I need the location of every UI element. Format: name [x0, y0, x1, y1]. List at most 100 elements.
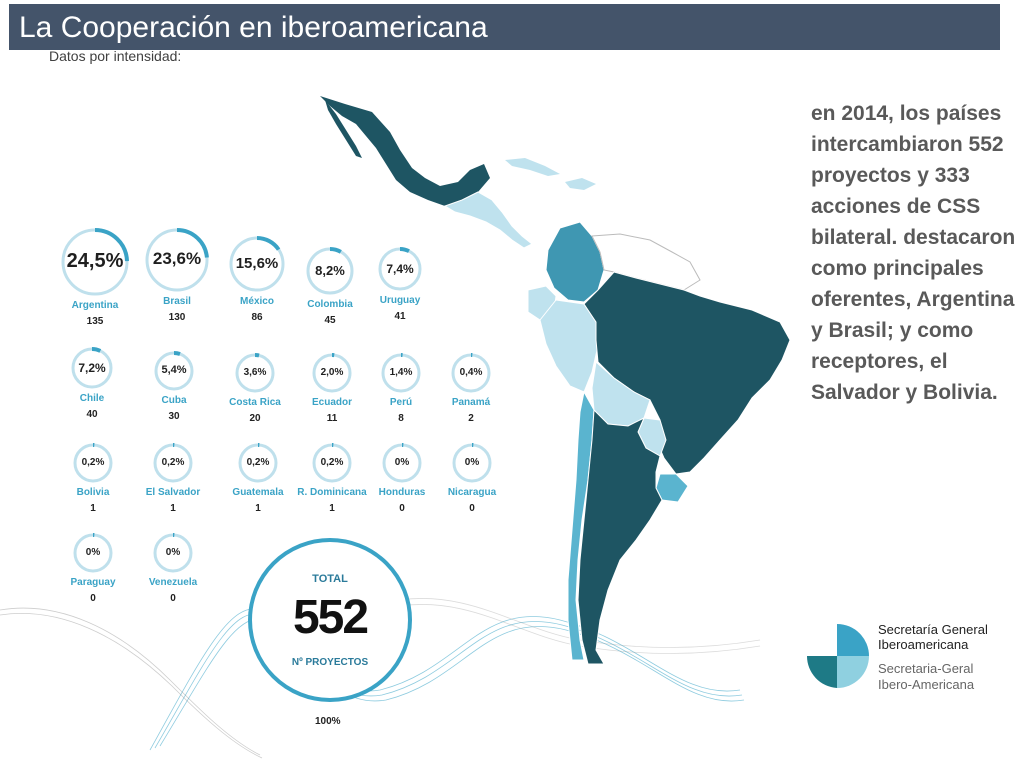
stat-ring — [381, 353, 421, 393]
ring-fill — [235, 353, 275, 393]
page-subtitle: Datos por intensidad: — [49, 48, 182, 64]
stat-percentage: 2,0% — [320, 366, 344, 378]
stat-count: 41 — [394, 311, 406, 322]
stat-ring — [235, 353, 275, 393]
ring-fill — [73, 443, 113, 483]
stat-percentage: 5,4% — [161, 364, 187, 377]
page-title: La Cooperación en iberoamericana — [19, 11, 488, 44]
stat-percentage: 0% — [394, 456, 410, 468]
ring-fill — [381, 353, 421, 393]
stat-count: 0 — [469, 503, 475, 514]
stat-ring — [154, 351, 194, 391]
ring-fill — [306, 247, 354, 295]
stat-count: 1 — [255, 503, 261, 514]
stat-ring — [145, 228, 209, 292]
ring-fill — [153, 533, 193, 573]
stat-percentage: 8,2% — [315, 262, 345, 278]
stat-ring — [378, 247, 422, 291]
stat-count: 0 — [399, 503, 405, 514]
stat-ring — [312, 353, 352, 393]
stat-percentage: 0,2% — [246, 456, 270, 468]
stat-count: 0 — [90, 593, 96, 604]
stat-count: 8 — [398, 413, 404, 424]
stat-percentage: 3,6% — [243, 366, 267, 378]
ring-fill — [312, 443, 352, 483]
stat-count: 45 — [324, 315, 336, 326]
stat-country: Costa Rica — [229, 397, 281, 408]
stat-count: 30 — [168, 411, 180, 422]
stat-percentage: 15,6% — [235, 254, 279, 272]
stat-el-salvador: 0,2% El Salvador 1 — [146, 442, 200, 530]
stat-country: Chile — [79, 393, 105, 404]
map-peru — [539, 299, 599, 393]
stat-percentage: 1,4% — [389, 366, 413, 378]
map-mexico — [320, 96, 490, 206]
segib-logo: Secretaría General Iberoamericana Secret… — [805, 622, 1020, 694]
stat-count: 135 — [86, 316, 104, 327]
total-sublabel: Nº PROYECTOS — [291, 657, 369, 668]
stat-country: Nicaragua — [447, 487, 497, 498]
stat-guatemala: 0,2% Guatemala 1 — [232, 442, 284, 530]
stat-country: Cuba — [161, 395, 187, 406]
stat-country: Argentina — [71, 300, 119, 311]
stat-country: Bolivia — [76, 487, 110, 498]
map-argentina — [577, 408, 663, 665]
stat-uruguay: 7,4% Uruguay 41 — [377, 246, 423, 338]
stat-country: Colombia — [307, 299, 353, 310]
total-percentage: 100% — [315, 716, 341, 727]
stat-venezuela: 0% Venezuela 0 — [149, 532, 197, 620]
ring-fill — [452, 443, 492, 483]
stat-bolivia: 0,2% Bolivia 1 — [72, 442, 114, 530]
stat-ring — [451, 353, 491, 393]
total-label: TOTAL — [312, 573, 348, 585]
ring-fill — [378, 247, 422, 291]
stat-costa-rica: 3,6% Costa Rica 20 — [229, 352, 281, 440]
stat-ring — [312, 443, 352, 483]
stat-count: 20 — [249, 413, 261, 424]
stat-country: Guatemala — [232, 487, 284, 498]
map-baja — [325, 100, 362, 158]
stat-percentage: 0,4% — [459, 366, 483, 378]
stat-m-xico: 15,6% México 86 — [228, 235, 286, 339]
stat-percentage: 7,2% — [78, 360, 106, 375]
stat-country: El Salvador — [145, 487, 201, 498]
stat-percentage: 7,4% — [386, 261, 414, 276]
stat-percentage: 0% — [85, 546, 101, 558]
stat-cuba: 5,4% Cuba 30 — [153, 350, 195, 438]
stat-country: Panamá — [451, 397, 491, 408]
stat-ring — [73, 443, 113, 483]
map-hispaniola — [565, 178, 596, 190]
stat-honduras: 0% Honduras 0 — [379, 442, 425, 530]
ring-fill — [229, 236, 285, 292]
logo-text-line4: Ibero-Americana — [878, 677, 975, 692]
stat-ring — [153, 533, 193, 573]
ring-fill — [145, 228, 209, 292]
stat-country: Uruguay — [379, 295, 421, 306]
total-ring-fill — [248, 538, 412, 702]
total-ring — [248, 538, 412, 702]
stat-percentage: 0,2% — [320, 456, 344, 468]
stat-ring — [73, 533, 113, 573]
summary-text: en 2014, los países intercambiaron 552 p… — [811, 102, 1016, 404]
stat-percentage: 24,5% — [66, 249, 124, 272]
stat-ring — [229, 236, 285, 292]
stat-per-: 1,4% Perú 8 — [380, 352, 422, 440]
stat-brasil: 23,6% Brasil 130 — [144, 227, 210, 339]
stat-count: 1 — [170, 503, 176, 514]
stat-country: R. Dominicana — [297, 487, 367, 498]
ring-fill — [71, 347, 113, 389]
stat-country: Ecuador — [311, 397, 352, 408]
ring-fill — [382, 443, 422, 483]
stat-count: 1 — [329, 503, 335, 514]
stat-ecuador: 2,0% Ecuador 11 — [311, 352, 353, 440]
stat-ring — [71, 347, 113, 389]
ring-fill — [154, 351, 194, 391]
stat-ring — [306, 247, 354, 295]
stats-grid: 24,5% Argentina 135 23,6% Brasil 130 15,6% Méxi… — [61, 227, 497, 620]
stat-ring — [452, 443, 492, 483]
stat-country: Perú — [389, 397, 413, 408]
map-cuba — [505, 158, 560, 176]
stat-country: Honduras — [378, 487, 426, 498]
ring-fill — [238, 443, 278, 483]
